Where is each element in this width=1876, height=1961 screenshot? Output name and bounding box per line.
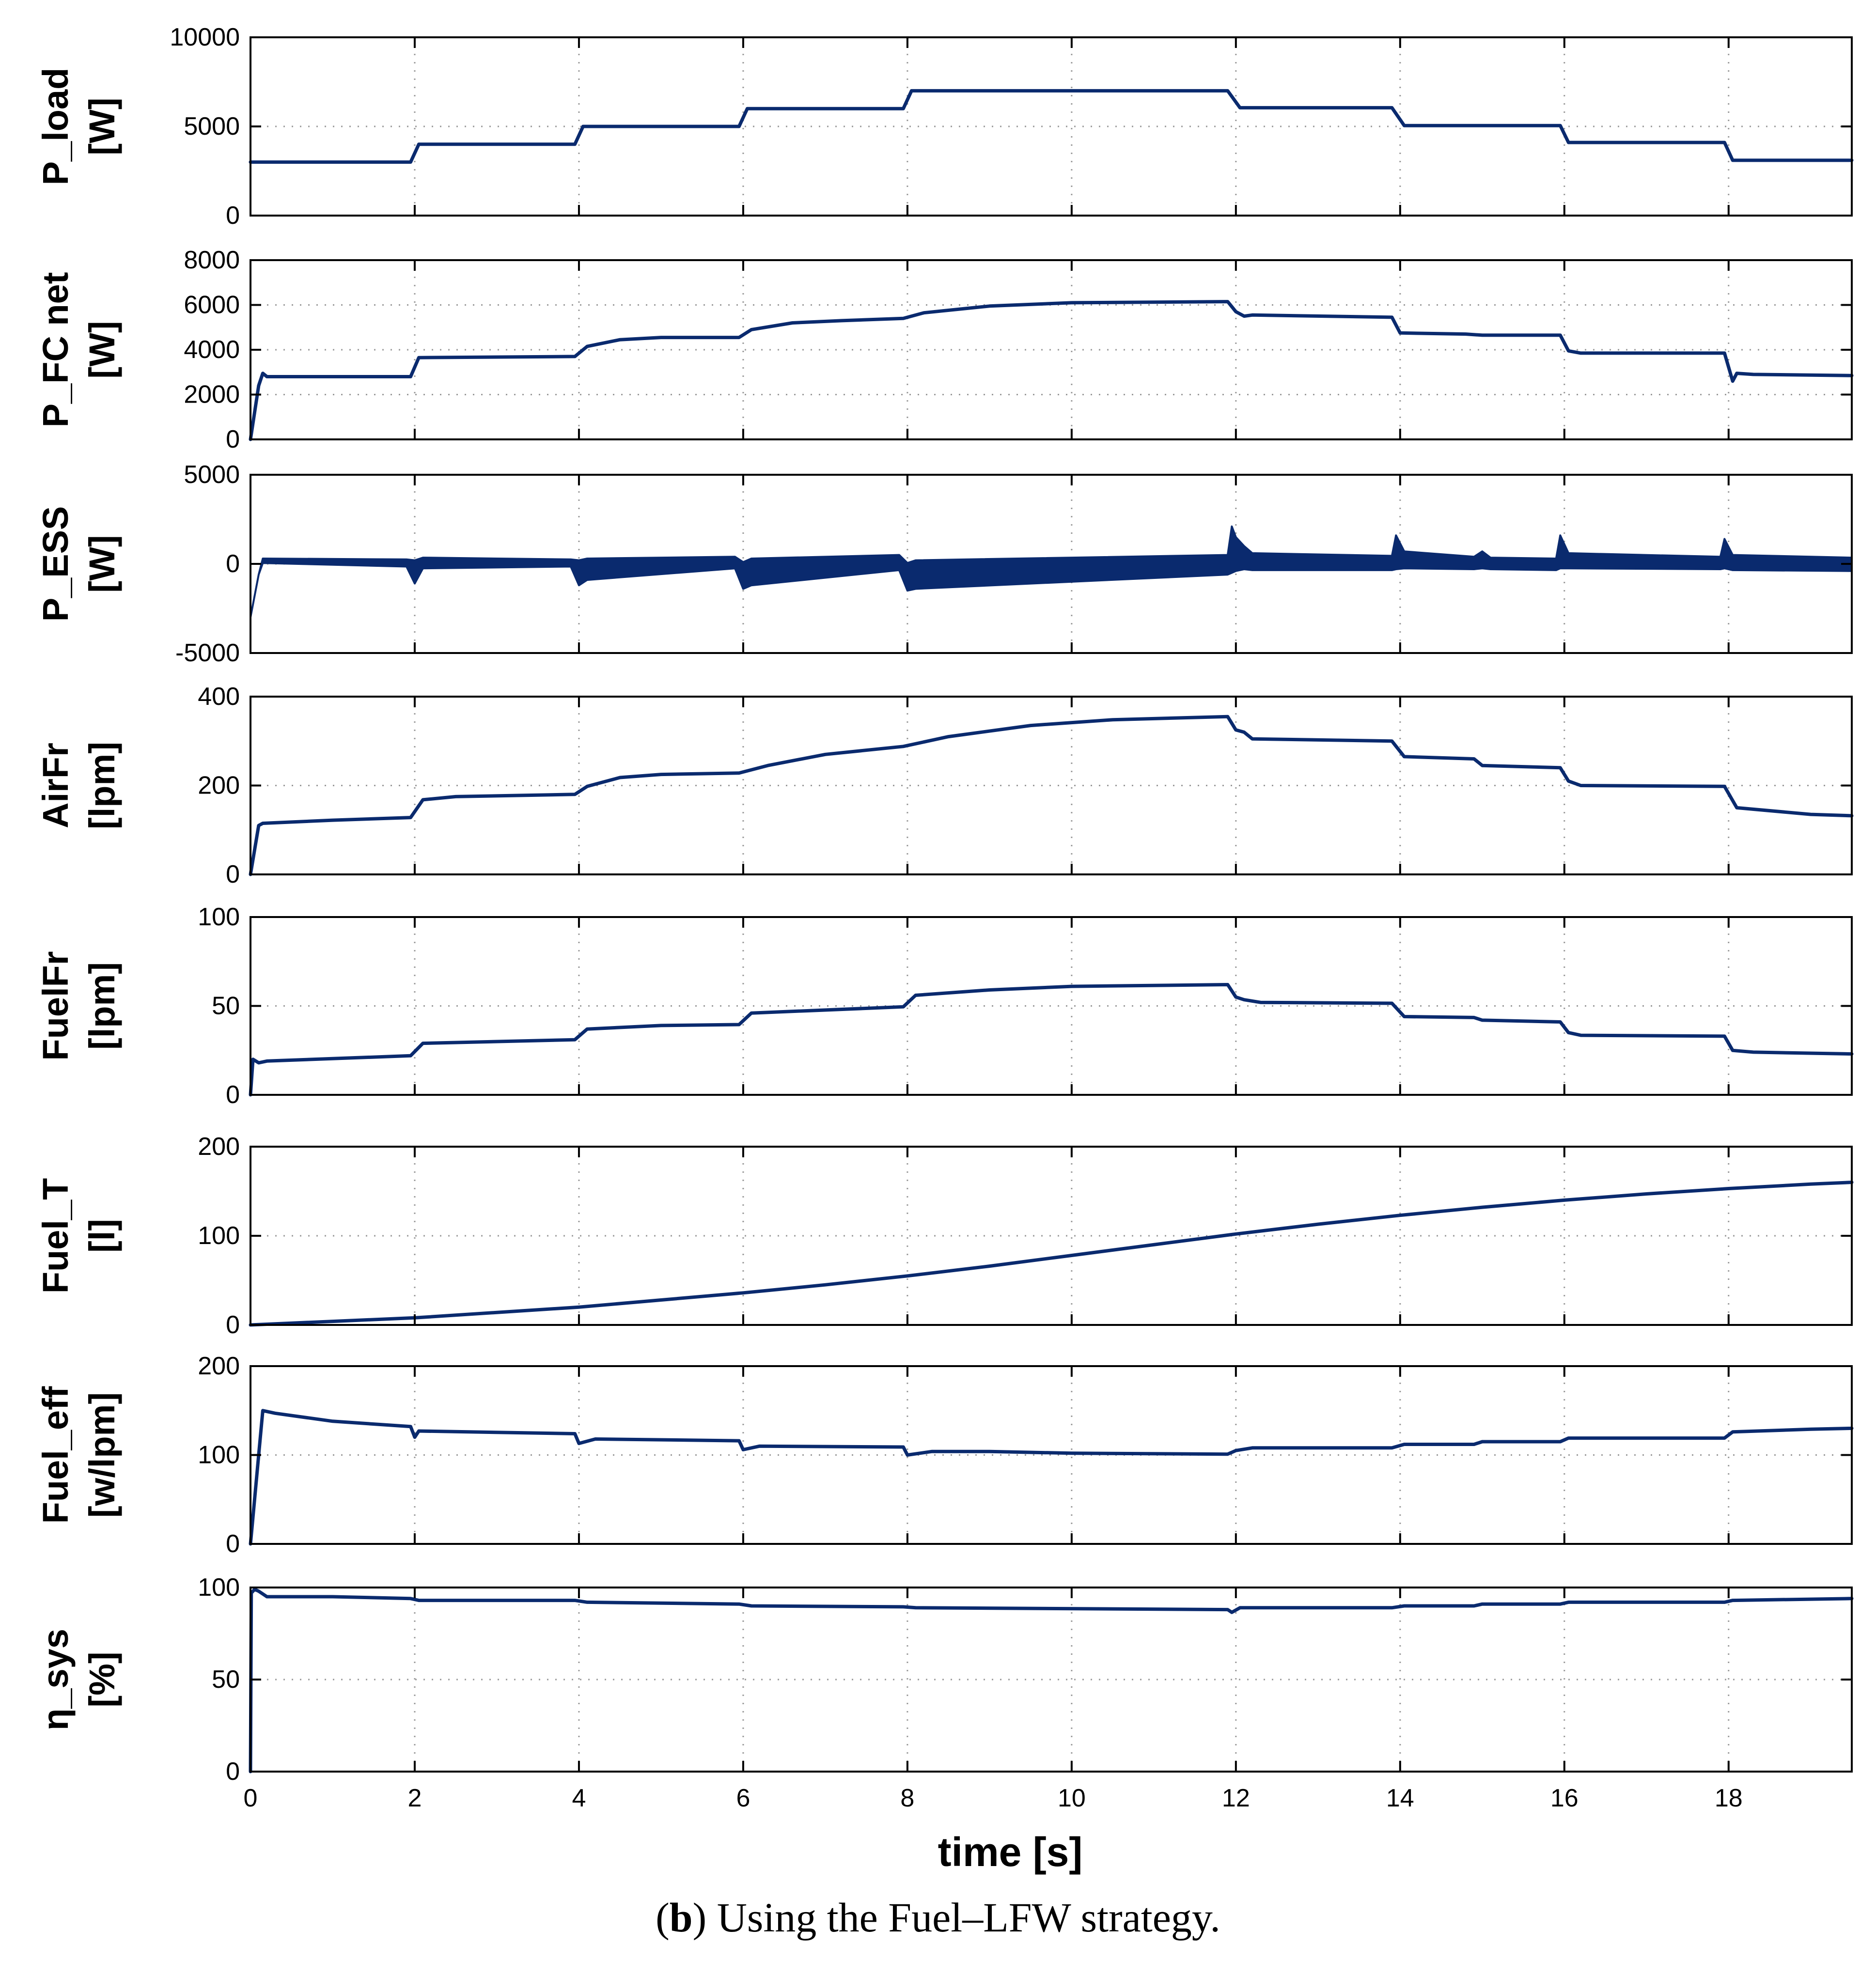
y-axis-label-line: [W] [82,97,122,155]
y-tick-label: 0 [226,425,240,453]
caption-letter: b [669,1894,693,1941]
x-tick-label: 2 [408,1784,422,1812]
y-tick-label: 6000 [184,291,240,319]
y-tick-label: 0 [226,1081,240,1109]
y-tick-label: 2000 [184,381,240,409]
y-axis-label-line: FuelFr [35,951,76,1060]
y-axis-label: P_FC net [W] [35,272,122,428]
x-tick-label: 4 [572,1784,586,1812]
y-axis-label-line: [w/lpm] [82,1392,122,1518]
panel-fuel-t: 0 100 200 Fuel_T [l] [35,1133,1854,1339]
y-tick-label: 200 [198,1352,240,1380]
y-axis-label-line: [lpm] [82,962,122,1050]
caption-prefix: ( [656,1894,670,1941]
x-axis-label: time [s] [938,1829,1083,1875]
y-tick-label: 0 [226,550,240,578]
y-axis-label-line: AirFr [35,743,76,828]
y-tick-label: 50 [212,992,240,1020]
y-axis-label: Fuel_T [l] [35,1178,122,1293]
x-tick-label: 10 [1058,1784,1086,1812]
y-axis-label: FuelFr [lpm] [35,951,122,1060]
y-tick-label: 0 [226,202,240,230]
y-axis-label: AirFr [lpm] [35,742,122,829]
y-tick-label: 0 [226,1758,240,1786]
y-tick-label: 0 [226,860,240,888]
y-tick-label: 100 [198,1573,240,1602]
y-axis-label: Fuel_eff [w/lpm] [35,1386,122,1524]
panel-p-fc-net: 0 2000 4000 6000 8000 P_FC net [W] [35,246,1854,453]
y-axis-label-line: P_load [35,68,76,186]
panel-eta-sys: 0 50 100 η_sys [%] [35,1573,1854,1786]
y-axis-label-line: [%] [82,1651,122,1707]
y-tick-label: 0 [226,1530,240,1558]
y-tick-label: 100 [198,1222,240,1250]
y-tick-label: 5000 [184,461,240,489]
y-axis-label-line: Fuel_T [35,1178,76,1293]
x-tick-label: 0 [244,1784,258,1812]
series-line-p-load [249,89,1854,164]
series-line-fuel-fr [249,983,1854,1097]
y-tick-label: 4000 [184,336,240,364]
panel-air-fr: 0 200 400 AirFr [lpm] [35,683,1854,888]
y-tick-label: -5000 [175,639,240,667]
x-axis: 0 2 4 6 8 10 12 14 16 18 time [s] [244,1784,1743,1875]
y-tick-label: 50 [212,1665,240,1694]
panel-p-load: 0 5000 10000 P_load [W] [35,23,1854,230]
y-axis-label-line: [l] [82,1219,122,1253]
x-tick-label: 14 [1386,1784,1414,1812]
series-band-p-ess [250,525,1853,619]
y-tick-label: 100 [198,1441,240,1469]
series-line-air-fr [249,715,1854,876]
x-tick-label: 6 [736,1784,750,1812]
y-axis-label-line: [W] [82,535,122,592]
y-axis-label-line: Fuel_eff [35,1386,76,1524]
y-tick-label: 100 [198,903,240,931]
y-axis-label-line: [W] [82,321,122,378]
figure-caption: (b) Using the Fuel–LFW strategy. [0,1893,1876,1942]
y-tick-label: 0 [226,1311,240,1339]
y-tick-label: 8000 [184,246,240,274]
y-axis-label: η_sys [%] [35,1629,122,1730]
series-line-fuel-t [249,1181,1854,1327]
y-tick-label: 400 [198,683,240,711]
series-line-eta-sys [249,1587,1854,1774]
x-tick-label: 12 [1222,1784,1250,1812]
caption-text: ) Using the Fuel–LFW strategy. [692,1894,1220,1941]
panel-p-ess: -5000 0 5000 P_ESS [W] [35,461,1853,667]
series-line-fuel-eff [249,1409,1854,1546]
y-axis-label-line: [lpm] [82,742,122,829]
y-tick-label: 10000 [170,23,240,51]
y-axis-label-line: P_FC net [35,272,76,428]
y-axis-label: P_load [W] [35,68,122,186]
y-axis-label-line: η_sys [35,1629,76,1730]
y-tick-label: 5000 [184,112,240,140]
y-axis-label-line: P_ESS [35,506,76,622]
y-tick-label: 200 [198,772,240,800]
y-tick-label: 200 [198,1133,240,1161]
y-axis-label: P_ESS [W] [35,506,122,622]
x-tick-label: 18 [1715,1784,1743,1812]
series-line-p-fc-net [249,300,1854,441]
panel-fuel-eff: 0 100 200 Fuel_eff [w/lpm] [35,1352,1854,1558]
panel-fuel-fr: 0 50 100 FuelFr [lpm] [35,903,1854,1109]
x-tick-label: 8 [900,1784,914,1812]
x-tick-label: 16 [1550,1784,1579,1812]
